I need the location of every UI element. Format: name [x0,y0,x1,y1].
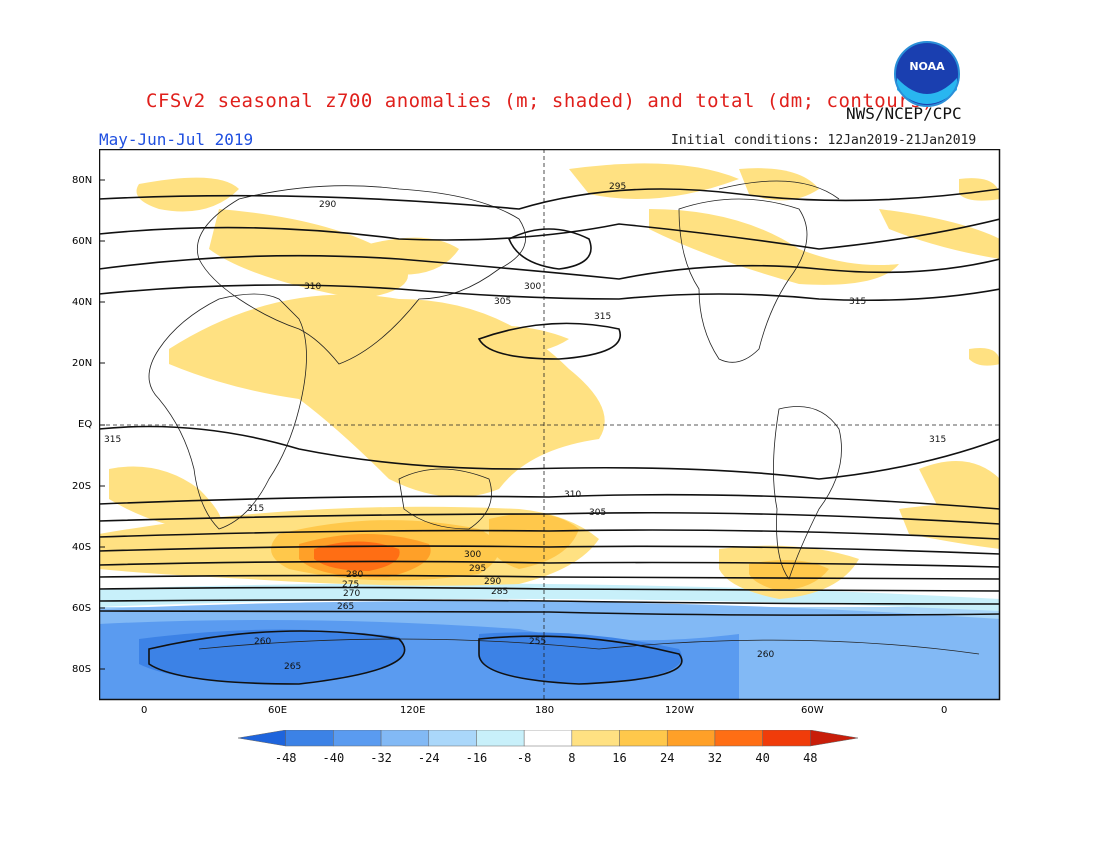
australia-outline [398,468,492,530]
south-america-outline [773,406,842,580]
logo-text: NOAA [909,60,945,73]
colorbar-swatch [238,730,286,747]
contour-label: 265 [337,602,354,612]
colorbar-label: 40 [755,751,769,765]
lat-label: 40N [72,297,93,308]
lon-label: 60E [268,705,288,716]
colorbar-labels: -48 -40 -32 -24 -16 -8 8 16 24 32 40 48 [275,751,818,765]
lon-label: 60W [801,705,824,716]
lat-label: 80N [72,175,93,186]
lat-label: 20N [72,358,93,369]
colorbar-swatch [333,730,382,747]
lon-label: 120E [400,705,426,716]
north-america-outline [678,198,808,363]
greenland-outline [718,180,840,200]
lat-label: 80S [72,664,92,675]
contour-label: 315 [104,435,121,445]
colorbar-label: -8 [517,751,531,765]
colorbar-label: -24 [418,751,440,765]
colorbar-swatch [714,730,763,747]
lat-label: 20S [72,481,92,492]
colorbar-swatch [666,730,716,747]
contour-label: 295 [469,564,486,574]
agency-label: NWS/NCEP/CPC [846,104,962,123]
contour-label: 295 [609,182,626,192]
contour-label: 290 [484,577,501,587]
season-label: May-Jun-Jul 2019 [99,130,254,149]
contour-label: 315 [849,297,866,307]
contour-label: 300 [524,282,541,292]
height-contours [99,188,1000,685]
contour-label: 315 [594,312,611,322]
contour-label: 255 [529,637,546,647]
contour-label: 305 [494,297,511,307]
lon-label: 180 [535,705,555,716]
negative-anomaly-shading [99,583,1000,700]
lat-label: EQ [78,419,93,430]
colorbar-label: 24 [660,751,674,765]
colorbar-label: -32 [370,751,392,765]
colorbar-label: 48 [803,751,817,765]
initial-conditions-label: Initial conditions: 12Jan2019-21Jan2019 [671,133,977,148]
lon-label: 0 [141,705,148,716]
contour-labels: 290 295 300 305 310 315 315 310 305 300 … [104,182,946,672]
colorbar-label: 16 [612,751,626,765]
contour-label: 310 [304,282,321,292]
colorbar: -48 -40 -32 -24 -16 -8 8 16 24 32 40 48 [238,730,859,765]
colorbar-swatch [523,730,573,747]
contour-label: 315 [247,504,264,514]
contour-label: 280 [346,570,363,580]
antarctica-outline [198,638,980,655]
lon-label: 120W [665,705,694,716]
colorbar-label: -48 [275,751,297,765]
lon-label: 0 [941,705,948,716]
contour-label: 290 [319,200,336,210]
noaa-logo: NOAA [894,41,960,107]
contour-label: 315 [929,435,946,445]
colorbar-swatch [810,730,859,747]
colorbar-swatch [380,730,430,747]
map-panel: 290 295 300 305 310 315 315 310 305 300 … [99,149,1001,701]
colorbar-label: -16 [466,751,488,765]
colorbar-swatches [238,730,859,747]
colorbar-swatch [476,730,525,747]
colorbar-swatch [285,730,334,747]
contour-label: 270 [343,589,360,599]
colorbar-label: -40 [323,751,345,765]
lat-ticks [99,179,105,670]
lat-label: 60N [72,236,93,247]
contour-label: 305 [589,508,606,518]
contour-label: 260 [757,650,774,660]
positive-anomaly-shading [99,163,1000,599]
colorbar-swatch [428,730,477,747]
contour-label: 275 [342,580,359,590]
lat-label: 40S [72,542,92,553]
eurasia-outline [197,185,527,365]
lat-label: 60S [72,603,92,614]
colorbar-label: 8 [568,751,575,765]
contour-label: 310 [564,490,581,500]
contour-label: 265 [284,662,301,672]
contour-label: 300 [464,550,481,560]
colorbar-label: 32 [708,751,722,765]
chart-title: CFSv2 seasonal z700 anomalies (m; shaded… [146,90,934,112]
contour-label: 260 [254,637,271,647]
colorbar-swatch [571,730,620,747]
contour-label: 285 [491,587,508,597]
colorbar-swatch [762,730,811,747]
colorbar-swatch [619,730,668,747]
